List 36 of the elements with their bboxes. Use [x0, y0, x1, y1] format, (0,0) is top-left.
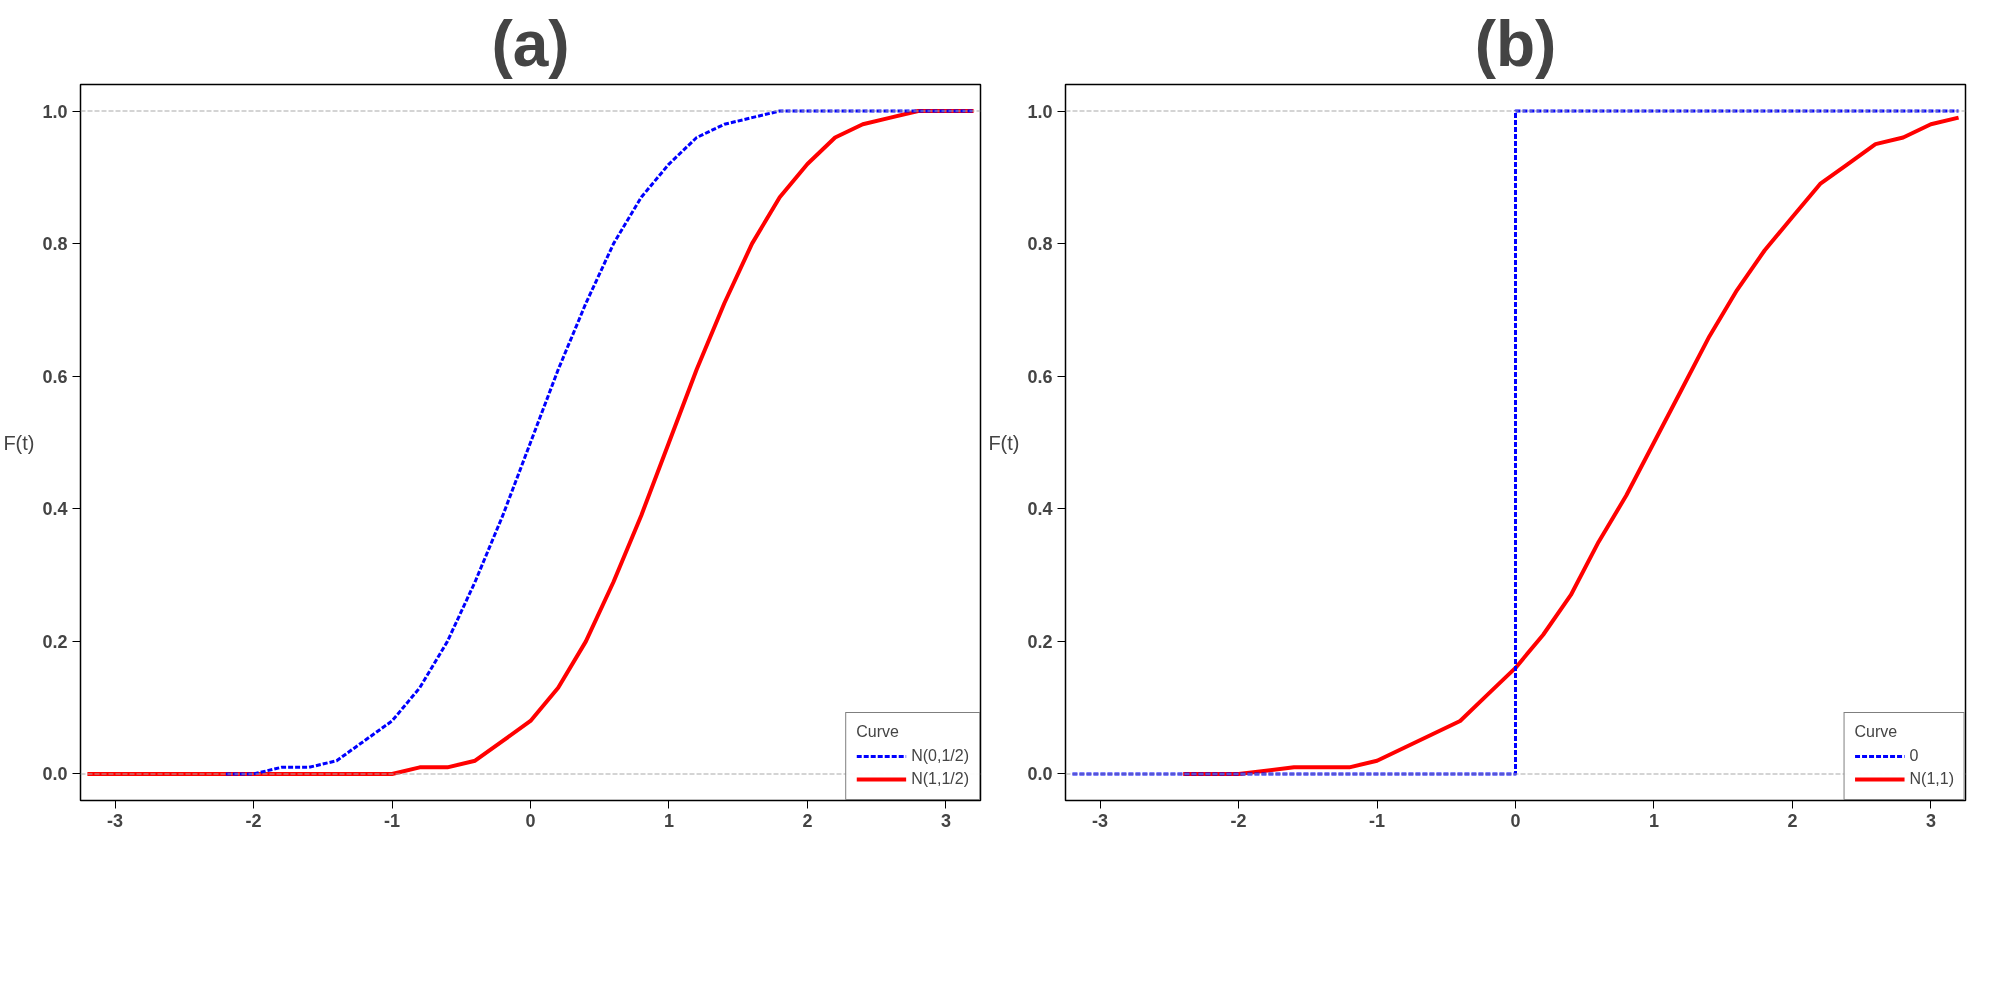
x-tick-label: 1 [1648, 810, 1659, 831]
chart-title: (b) [1474, 7, 1557, 80]
legend-title: Curve [856, 723, 900, 741]
x-tick-label: 0 [525, 810, 536, 831]
y-tick-label: 0.6 [1027, 366, 1053, 387]
y-tick-label: 0.4 [42, 499, 68, 520]
x-tick-label: 3 [940, 810, 951, 831]
y-tick-label: 0.6 [42, 366, 68, 387]
chart-title: (a) [491, 7, 570, 80]
y-tick-label: 0.8 [42, 234, 68, 255]
x-tick-label: -1 [1369, 810, 1386, 831]
x-tick-label: 2 [1787, 810, 1798, 831]
y-tick-label: 0.0 [42, 764, 68, 785]
y-tick-label: 0.2 [42, 631, 68, 652]
x-tick-label: 2 [802, 810, 813, 831]
x-tick-label: -2 [1230, 810, 1247, 831]
x-tick-label: -1 [384, 810, 401, 831]
y-tick-label: 1.0 [1027, 101, 1053, 122]
x-tick-label: -3 [1092, 810, 1109, 831]
y-tick-label: 0.4 [1027, 499, 1053, 520]
legend-label: N(0,1/2) [911, 747, 969, 765]
x-tick-label: 3 [1925, 810, 1936, 831]
legend-label: 0 [1909, 747, 1920, 765]
x-tick-label: -2 [245, 810, 262, 831]
y-tick-label: 0.8 [1027, 234, 1053, 255]
legend-label: N(1,1) [1909, 770, 1954, 788]
x-tick-label: 0 [1510, 810, 1521, 831]
y-tick-label: 1.0 [42, 101, 68, 122]
y-axis-title: F(t) [988, 431, 1020, 454]
x-tick-label: -3 [107, 810, 124, 831]
y-axis-title: F(t) [3, 431, 35, 454]
x-tick-label: 1 [663, 810, 674, 831]
legend-label: N(1,1/2) [911, 770, 969, 788]
legend-title: Curve [1854, 723, 1899, 741]
y-tick-label: 0.0 [1027, 764, 1053, 785]
y-tick-label: 0.2 [1027, 631, 1053, 652]
